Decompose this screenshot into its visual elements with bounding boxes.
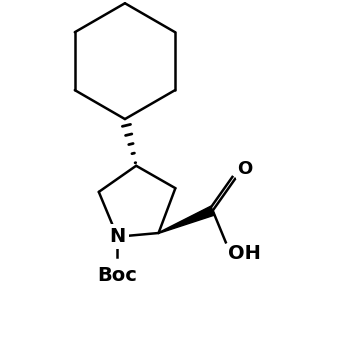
Text: OH: OH [228,244,261,263]
Text: O: O [237,160,252,178]
Text: N: N [109,227,126,246]
Polygon shape [159,206,214,233]
Text: Boc: Boc [98,265,137,284]
